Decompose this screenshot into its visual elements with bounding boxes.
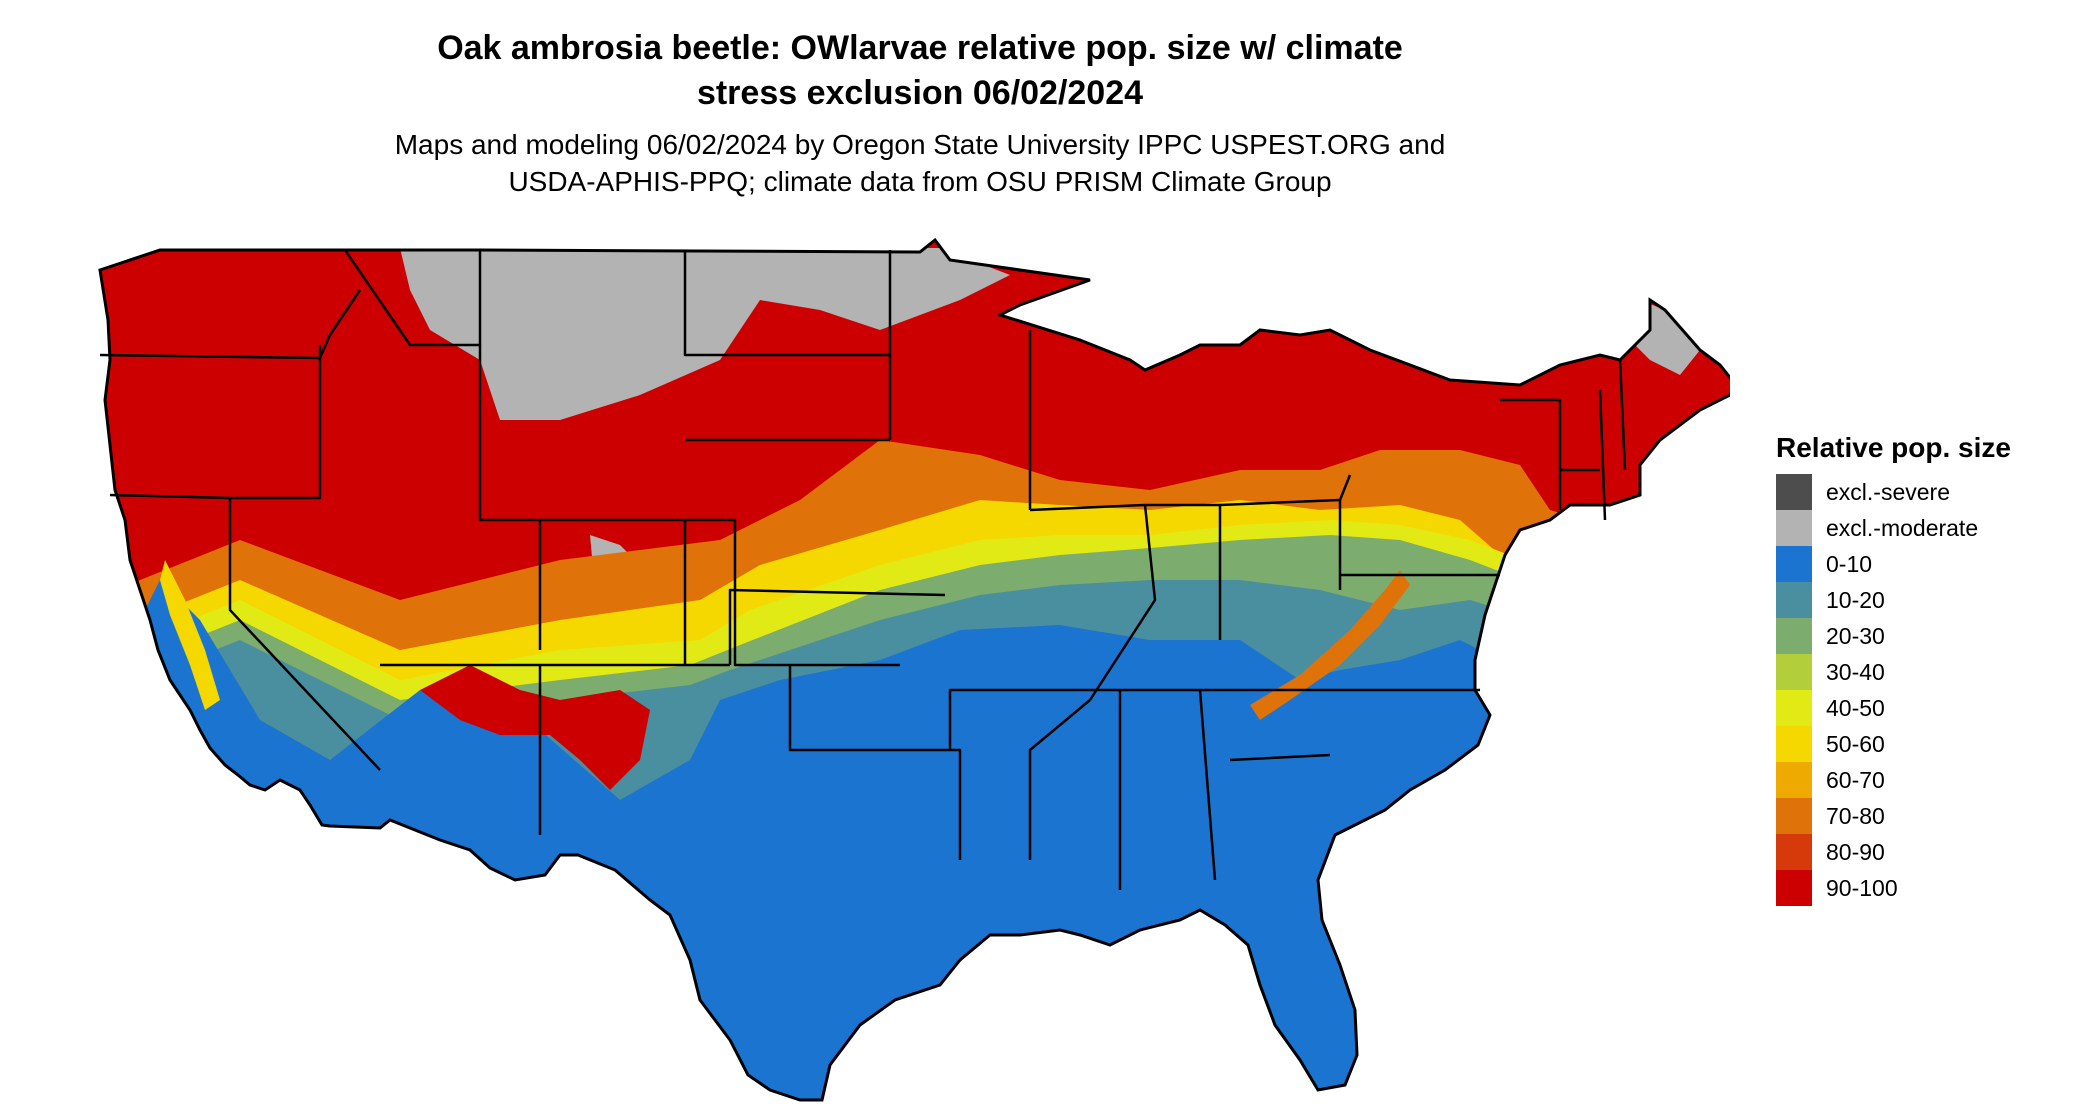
legend-item: 90-100	[1776, 870, 2011, 906]
legend-swatch	[1776, 546, 1812, 582]
legend-item: 70-80	[1776, 798, 2011, 834]
legend-swatch	[1776, 726, 1812, 762]
legend-swatch	[1776, 582, 1812, 618]
legend-swatch	[1776, 510, 1812, 546]
legend-item: 10-20	[1776, 582, 2011, 618]
legend-item: 50-60	[1776, 726, 2011, 762]
us-population-map	[98, 238, 1730, 1102]
legend-item: 30-40	[1776, 654, 2011, 690]
legend-title: Relative pop. size	[1776, 432, 2011, 463]
legend-label: 0-10	[1826, 550, 1873, 577]
legend-items: excl.-severe excl.-moderate 0-10 10-20 20-30…	[1776, 474, 2011, 906]
zone-excl-moderate-north	[400, 248, 1010, 420]
map-subtitle-line-1: Maps and modeling 06/02/2024 by Oregon S…	[394, 129, 1446, 160]
legend-swatch	[1776, 870, 1812, 906]
legend-label: excl.-severe	[1826, 478, 1950, 505]
legend-label: 90-100	[1826, 874, 1898, 901]
state-boundaries	[99, 248, 1627, 890]
legend-item: 20-30	[1776, 618, 2011, 654]
zone-az-nm-patch	[420, 665, 650, 790]
legend-swatch	[1776, 474, 1812, 510]
legend-swatch	[1776, 798, 1812, 834]
legend-item: 40-50	[1776, 690, 2011, 726]
legend-label: 80-90	[1826, 838, 1885, 865]
legend-item: excl.-moderate	[1776, 510, 2011, 546]
legend-label: 60-70	[1826, 766, 1885, 793]
legend-item: 0-10	[1776, 546, 2011, 582]
zone-sierra-patch	[160, 560, 220, 710]
legend-item: 60-70	[1776, 762, 2011, 798]
legend-label: 50-60	[1826, 730, 1885, 757]
legend-label: 70-80	[1826, 802, 1885, 829]
legend: Relative pop. size excl.-severe excl.-mod…	[1776, 432, 2011, 906]
legend-swatch	[1776, 834, 1812, 870]
legend-swatch	[1776, 690, 1812, 726]
legend-item: 80-90	[1776, 834, 2011, 870]
map-title-line-2: stress exclusion 06/02/2024	[696, 74, 1144, 112]
map-title-line-1: Oak ambrosia beetle: OWlarvae relative p…	[437, 29, 1403, 67]
map-subtitle-line-2: USDA-APHIS-PPQ; climate data from OSU PR…	[508, 166, 1332, 197]
legend-swatch	[1776, 762, 1812, 798]
legend-swatch	[1776, 618, 1812, 654]
zone-appalachian-ridge	[1250, 570, 1410, 720]
legend-swatch	[1776, 654, 1812, 690]
legend-label: 10-20	[1826, 586, 1885, 613]
legend-label: 30-40	[1826, 658, 1885, 685]
legend-label: 40-50	[1826, 694, 1885, 721]
legend-item: excl.-severe	[1776, 474, 2011, 510]
legend-label: excl.-moderate	[1826, 514, 1979, 541]
legend-label: 20-30	[1826, 622, 1885, 649]
